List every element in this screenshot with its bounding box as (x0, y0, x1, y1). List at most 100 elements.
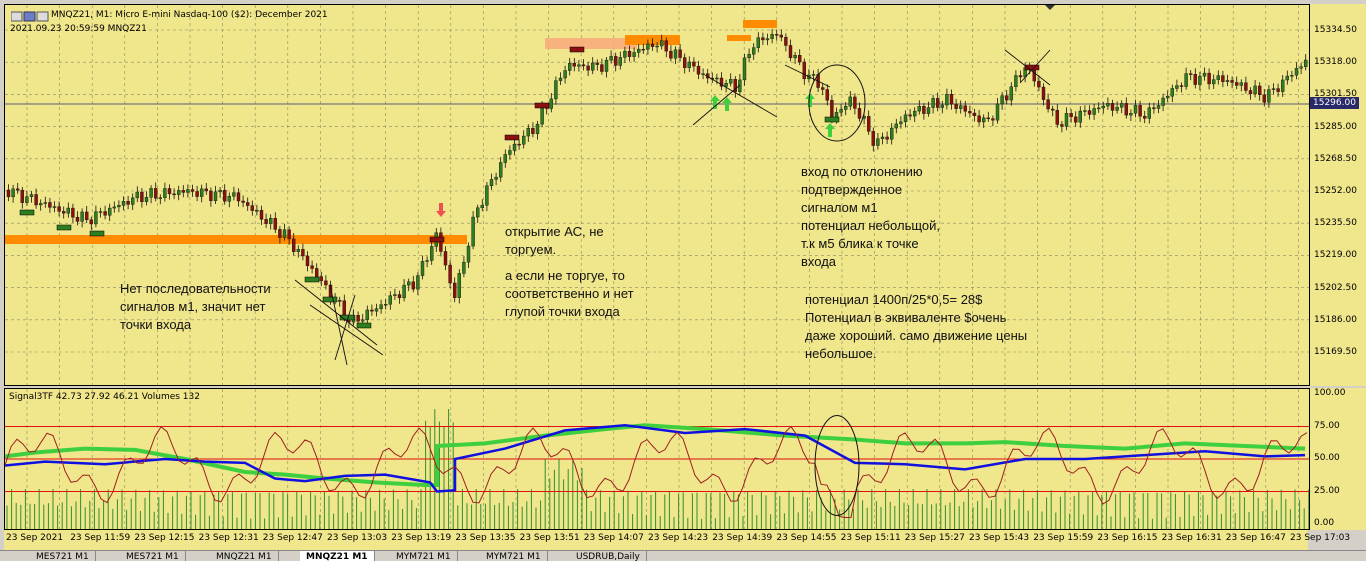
supply-zone-band (545, 38, 637, 49)
candle (913, 110, 917, 117)
candle (89, 219, 94, 225)
price-tick-label: 15318.00 (1314, 57, 1357, 68)
candle (1244, 82, 1248, 91)
price-chart-canvas[interactable] (5, 5, 1309, 385)
candle (1073, 116, 1078, 123)
candle (453, 282, 457, 298)
indicator-tick-label: 50.00 (1314, 453, 1340, 463)
chart-tab[interactable]: MYM721 M1 (480, 551, 548, 561)
time-tick-label: 23 Sep 13:35 (455, 533, 516, 543)
candle (903, 114, 908, 122)
candle (747, 54, 751, 59)
candle (324, 280, 328, 286)
indicator-canvas[interactable] (5, 389, 1309, 529)
candle (1064, 113, 1069, 127)
chart-tab[interactable]: MES721 M1 (120, 551, 186, 561)
candle (761, 37, 765, 41)
price-tick-label: 15268.50 (1314, 153, 1357, 164)
candle (315, 268, 319, 277)
candle (770, 34, 774, 39)
candle (830, 100, 834, 119)
candle (25, 196, 29, 203)
candle (66, 207, 70, 214)
time-tick-label: 23 Sep 15:59 (1033, 533, 1094, 543)
price-chart[interactable]: MNQZ21, M1: Micro E-mini Nasdaq-100 ($2)… (4, 4, 1310, 386)
candle (991, 118, 995, 121)
candle (494, 176, 498, 180)
candle (397, 294, 402, 299)
candle (655, 45, 659, 48)
time-tick-label: 23 Sep 14:07 (583, 533, 644, 543)
candle (784, 36, 788, 46)
time-tick-label: 23 Sep 16:15 (1097, 533, 1158, 543)
time-tick-label: 23 Sep 14:39 (712, 533, 773, 543)
signal-marker (322, 296, 338, 303)
candle (664, 40, 668, 52)
candle (972, 112, 977, 116)
candle (1110, 103, 1115, 111)
candle (269, 218, 273, 224)
candle (15, 188, 20, 191)
candle (577, 64, 581, 67)
candle (563, 70, 567, 79)
candle (844, 105, 848, 110)
candle (512, 143, 517, 151)
candle (1147, 107, 1152, 119)
candle (1115, 106, 1119, 111)
candle (793, 55, 797, 59)
candle (489, 179, 494, 187)
chart-tab[interactable]: MES721 M1 (30, 551, 96, 561)
candle (126, 201, 130, 205)
candle (867, 116, 871, 132)
candle (508, 150, 512, 155)
time-tick-label: 23 Sep 15:43 (969, 533, 1030, 543)
candle (968, 111, 972, 114)
candle (172, 193, 176, 196)
time-tick-label: 23 Sep 13:19 (391, 533, 452, 543)
candle (1257, 85, 1262, 96)
candle (526, 128, 530, 137)
candle (623, 50, 627, 58)
hand-drawn-lines (294, 279, 384, 366)
candle (296, 249, 300, 252)
time-tick-label: 23 Sep 11:59 (70, 533, 131, 543)
candle (1170, 88, 1175, 97)
candle (1198, 75, 1202, 85)
candle (443, 251, 448, 266)
candle (894, 123, 898, 129)
candle (1032, 69, 1037, 82)
chart-tab[interactable]: MNQZ21 M1 (210, 551, 279, 561)
candle (163, 188, 167, 198)
candle (779, 34, 783, 38)
indicator-chart[interactable]: Signal3TF 42.73 27.92 46.21 Volumes 132 (4, 388, 1310, 530)
candle (669, 50, 673, 59)
candle (448, 264, 452, 284)
candle (393, 294, 397, 296)
candle (917, 106, 921, 112)
annotation-potential: потенциал 1400п/25*0,5= 28$ Потенциал в … (805, 292, 1028, 361)
candle (549, 98, 553, 109)
candle (1234, 82, 1239, 86)
candle (1216, 75, 1221, 80)
candle (1129, 113, 1133, 116)
chart-tab[interactable]: MNQZ21 M1 (300, 551, 375, 561)
candle (1050, 108, 1055, 111)
candle (430, 246, 434, 261)
candle (922, 106, 926, 114)
time-axis: 23 Sep 2021 23 Sep 11:59 23 Sep 12:15 23 Se… (4, 530, 1350, 550)
price-tick-label: 15334.50 (1314, 25, 1357, 35)
time-tick-label: 23 Sep 12:31 (198, 533, 259, 543)
candle (586, 65, 590, 71)
candle (476, 207, 480, 218)
candle (195, 191, 199, 197)
candle (788, 45, 793, 59)
chart-tab[interactable]: MYM721 M1 (390, 551, 458, 561)
chart-tab[interactable]: USDRUB,Daily (570, 551, 647, 561)
candle (218, 189, 222, 193)
time-tick-label: 23 Sep 16:47 (1225, 533, 1286, 543)
candle (995, 103, 1000, 121)
candle (250, 205, 255, 211)
annotation-no-entry: Нет последовательности сигналов м1, знач… (120, 281, 271, 332)
candle (356, 315, 360, 322)
